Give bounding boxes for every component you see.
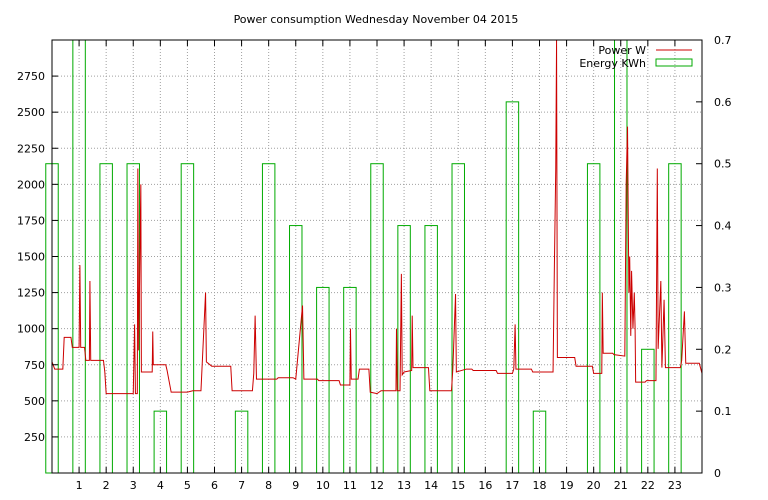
energy-bar <box>451 163 465 474</box>
y-tick-label-left: 1750 <box>17 214 45 227</box>
x-tick-label: 23 <box>668 479 682 492</box>
axis-ticks: 1 2 3 4 5 6 7 8 9 10 11 12 13 14 15 16 17 18 19 20 21 22 23250… <box>17 34 732 492</box>
power-line-group <box>51 39 703 395</box>
x-tick-label: 14 <box>424 479 438 492</box>
x-tick-label: 9 <box>292 479 299 492</box>
y-tick-label-right: 0.6 <box>714 96 732 109</box>
y-tick-label-left: 2750 <box>17 70 45 83</box>
x-tick-label: 5 <box>184 479 191 492</box>
y-tick-label-left: 2250 <box>17 142 45 155</box>
x-tick-label: 22 <box>641 479 655 492</box>
y-tick-label-left: 750 <box>24 359 45 372</box>
y-tick-label-right: 0 <box>714 467 721 480</box>
legend: Power W Energy KWh <box>579 44 693 70</box>
x-tick-label: 19 <box>560 479 574 492</box>
legend-swatch-energy <box>655 58 693 67</box>
y-tick-label-left: 500 <box>24 395 45 408</box>
energy-bar <box>668 163 682 474</box>
y-tick-label-left: 1250 <box>17 287 45 300</box>
y-tick-label-left: 2500 <box>17 106 45 119</box>
x-tick-label: 17 <box>505 479 519 492</box>
x-tick-label: 7 <box>238 479 245 492</box>
y-tick-label-right: 0.7 <box>714 34 732 47</box>
energy-bar <box>370 163 384 474</box>
x-tick-label: 16 <box>478 479 492 492</box>
x-tick-label: 2 <box>103 479 110 492</box>
grid <box>52 40 702 473</box>
y-tick-label-left: 250 <box>24 431 45 444</box>
legend-label-energy: Energy KWh <box>579 57 646 70</box>
energy-bar <box>99 163 113 474</box>
y-tick-label-right: 0.5 <box>714 158 732 171</box>
y-tick-label-right: 0.2 <box>714 343 732 356</box>
energy-bar <box>586 163 601 474</box>
y-tick-label-left: 1500 <box>17 251 45 264</box>
energy-bar <box>261 163 276 474</box>
x-tick-label: 6 <box>211 479 218 492</box>
y-tick-label-left: 2000 <box>17 178 45 191</box>
x-tick-label: 13 <box>397 479 411 492</box>
x-tick-label: 8 <box>265 479 272 492</box>
x-tick-label: 11 <box>343 479 357 492</box>
x-tick-label: 15 <box>451 479 465 492</box>
x-tick-label: 3 <box>130 479 137 492</box>
x-tick-label: 1 <box>76 479 83 492</box>
x-tick-label: 20 <box>587 479 601 492</box>
energy-bar <box>180 163 195 474</box>
y-tick-label-right: 0.3 <box>714 281 732 294</box>
chart-title: Power consumption Wednesday November 04 … <box>234 13 519 26</box>
y-tick-label-right: 0.1 <box>714 405 732 418</box>
x-tick-label: 4 <box>157 479 164 492</box>
x-tick-label: 18 <box>533 479 547 492</box>
power-line <box>51 39 703 395</box>
x-tick-label: 10 <box>316 479 330 492</box>
x-tick-label: 12 <box>370 479 384 492</box>
y-tick-label-right: 0.4 <box>714 220 732 233</box>
y-tick-label-left: 1000 <box>17 323 45 336</box>
x-tick-label: 21 <box>614 479 628 492</box>
legend-label-power: Power W <box>598 44 646 57</box>
